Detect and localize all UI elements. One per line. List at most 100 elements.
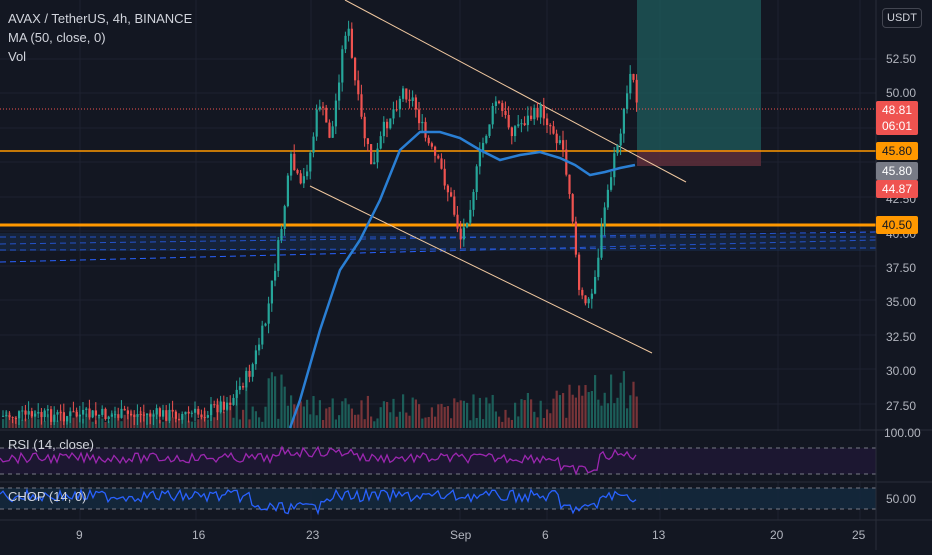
long-position-stop-zone[interactable]: [637, 150, 761, 166]
time-tick: 20: [770, 528, 784, 542]
candle-body: [21, 410, 24, 412]
candles[interactable]: [2, 20, 638, 425]
volume-bar: [98, 416, 101, 428]
candle-body: [283, 206, 286, 230]
volume-bar: [533, 411, 536, 428]
time-tick: 13: [652, 528, 666, 542]
candle-body: [14, 418, 17, 420]
candle-body: [510, 127, 513, 137]
chop-legend[interactable]: CHOP (14, 0): [8, 489, 87, 504]
candle-body: [2, 415, 5, 417]
candle-body: [194, 408, 197, 413]
volume-bar: [123, 414, 126, 428]
time-axis[interactable]: 9 16 23 Sep 6 13 20 25: [76, 528, 866, 542]
volume-bar: [338, 415, 341, 428]
volume-bar: [418, 404, 421, 428]
candle-body: [210, 404, 213, 416]
candle-body: [299, 173, 302, 184]
candle-body: [232, 397, 235, 405]
candle-body: [402, 88, 405, 99]
candle-body: [424, 121, 427, 138]
long-position-profit-zone[interactable]: [637, 0, 761, 150]
candle-body: [133, 415, 136, 417]
volume-bar: [229, 406, 232, 428]
candle-body: [459, 228, 462, 240]
volume-bar: [232, 417, 235, 428]
rsi-line[interactable]: [0, 445, 637, 476]
candle-body: [542, 105, 545, 119]
volume-bar: [357, 414, 360, 428]
candle-body: [581, 289, 584, 296]
candle-body: [27, 411, 30, 415]
candle-body: [178, 418, 181, 420]
volume-bar: [610, 374, 613, 428]
price-tick: 35.00: [886, 295, 916, 309]
moving-average-line[interactable]: [288, 130, 636, 429]
volume-bar: [56, 420, 59, 428]
volume-bar: [501, 421, 504, 428]
volume-bar: [94, 420, 97, 428]
candle-body: [174, 411, 177, 419]
volume-bar: [306, 399, 309, 428]
support-zone: [0, 233, 876, 251]
candle-body: [181, 413, 184, 420]
candle-body: [600, 226, 603, 258]
candle-body: [203, 417, 206, 419]
candle-body: [206, 415, 209, 418]
volume-bar: [27, 419, 30, 428]
volume-bar: [43, 420, 46, 428]
candle-body: [120, 408, 123, 418]
support-zone-lines[interactable]: [0, 231, 877, 263]
volume-bar: [571, 394, 574, 428]
candle-body: [117, 414, 120, 418]
candle-body: [146, 413, 149, 416]
volume-bar: [200, 414, 203, 428]
symbol-title[interactable]: AVAX / TetherUS, 4h, BINANCE: [8, 11, 193, 26]
volume-bar: [440, 403, 443, 428]
volume-bar: [274, 376, 277, 428]
candle-body: [357, 80, 360, 95]
candle-body: [139, 414, 142, 416]
volume-legend[interactable]: Vol: [8, 49, 27, 64]
candle-body: [219, 401, 222, 413]
volume-bar: [197, 419, 200, 428]
volume-bar: [242, 409, 245, 428]
ma-legend[interactable]: MA (50, close, 0): [8, 30, 106, 45]
channel-upper-trendline[interactable]: [344, 0, 687, 183]
candle-body: [184, 411, 187, 414]
candle-body: [318, 106, 321, 110]
volume-bar: [462, 400, 465, 428]
volume-bar: [466, 402, 469, 428]
candle-body: [197, 408, 200, 415]
volume-bar: [568, 384, 571, 428]
candle-body: [578, 254, 581, 290]
candle-body: [238, 386, 241, 390]
volume-bar: [344, 398, 347, 428]
rsi-legend[interactable]: RSI (14, close): [8, 437, 94, 452]
volume-bar: [510, 419, 513, 428]
candle-body: [354, 57, 357, 81]
candle-body: [328, 122, 331, 138]
candle-body: [379, 136, 382, 149]
candle-body: [142, 414, 145, 416]
volume-bar: [507, 417, 510, 428]
channel-lower-trendline[interactable]: [309, 185, 653, 354]
rsi-band: [0, 448, 876, 474]
candle-body: [114, 414, 117, 416]
volume-bar: [194, 421, 197, 428]
volume-bar: [453, 398, 456, 428]
volume-bar: [206, 419, 209, 428]
currency-button[interactable]: USDT: [882, 8, 922, 28]
candle-body: [338, 82, 341, 101]
candle-body: [466, 222, 469, 228]
candle-body: [59, 412, 62, 414]
candle-body: [18, 411, 21, 419]
time-tick: 9: [76, 528, 83, 542]
candle-body: [229, 402, 232, 405]
volume-bar: [75, 410, 78, 428]
chop-line[interactable]: [0, 487, 637, 516]
volume-bar: [629, 395, 632, 428]
candle-body: [50, 409, 53, 422]
volume-bar: [565, 417, 568, 428]
